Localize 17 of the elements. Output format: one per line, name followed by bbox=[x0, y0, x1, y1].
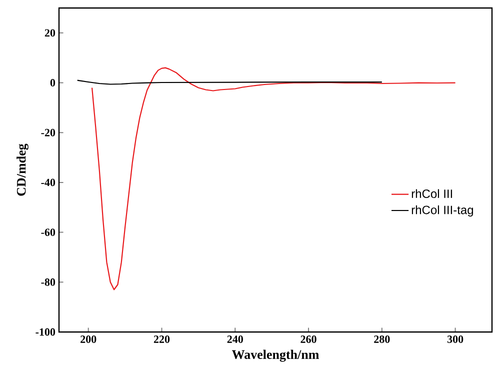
y-tick-label: -40 bbox=[41, 178, 56, 186]
legend-label: rhCol III-tag bbox=[412, 205, 474, 217]
x-tick-label: 300 bbox=[447, 336, 464, 343]
y-tick-label: -100 bbox=[36, 328, 56, 336]
y-tick-label: -60 bbox=[41, 228, 56, 236]
legend-label: rhCol III bbox=[412, 189, 452, 198]
y-tick-label: -80 bbox=[41, 278, 56, 286]
x-tick-label: 240 bbox=[227, 336, 243, 343]
y-axis-title: CD/mdeg bbox=[16, 144, 28, 196]
x-axis-title: Wavelength/nm bbox=[232, 350, 319, 362]
x-tick-label: 200 bbox=[80, 336, 96, 343]
y-tick-label: -20 bbox=[41, 128, 56, 136]
y-tick-label: 20 bbox=[44, 29, 56, 37]
x-tick-label: 260 bbox=[300, 336, 316, 343]
x-tick-label: 220 bbox=[154, 336, 170, 343]
x-tick-label: 280 bbox=[374, 336, 390, 343]
y-tick-label: 0 bbox=[50, 79, 56, 86]
